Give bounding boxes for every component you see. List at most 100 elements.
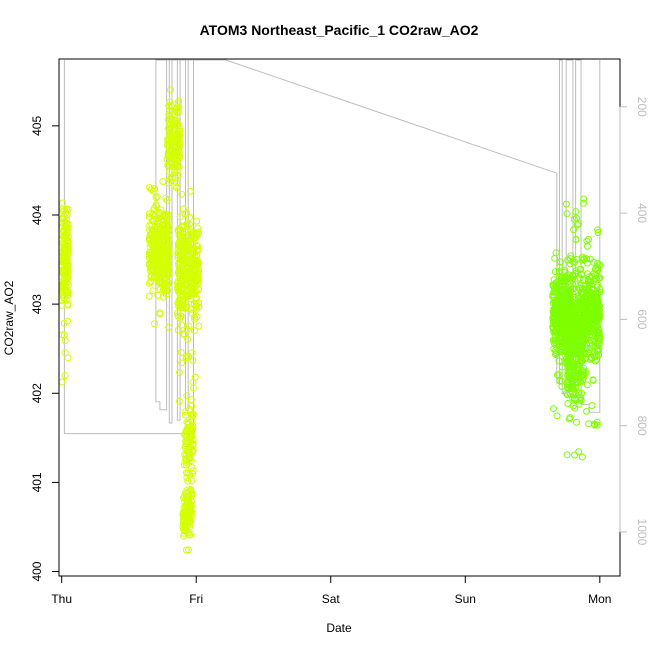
y-tick-label: 400	[30, 561, 44, 581]
data-point	[569, 273, 577, 281]
data-point	[180, 492, 188, 500]
y-right-tick-label: 1000	[635, 519, 649, 546]
data-point	[168, 160, 176, 168]
data-point	[586, 353, 594, 361]
data-point	[152, 194, 160, 202]
data-point	[594, 299, 602, 307]
data-point	[182, 546, 190, 554]
data-point	[594, 226, 602, 234]
data-point	[587, 295, 595, 303]
data-point	[151, 225, 159, 233]
data-point	[145, 279, 153, 287]
data-point	[556, 258, 564, 266]
x-tick-label: Thu	[51, 592, 72, 606]
y-tick-label: 401	[30, 472, 44, 492]
data-point	[188, 263, 196, 271]
data-point	[573, 418, 580, 426]
data-point	[166, 98, 174, 106]
x-tick-label: Sat	[322, 592, 341, 606]
y-tick-label: 402	[30, 383, 44, 403]
data-point	[183, 469, 190, 477]
data-point	[565, 354, 573, 362]
data-point	[576, 331, 584, 339]
data-point	[187, 510, 195, 517]
data-point	[175, 264, 183, 272]
data-point	[177, 246, 185, 254]
data-point	[63, 279, 71, 287]
y-right-tick-label: 200	[635, 97, 649, 117]
data-point	[62, 224, 70, 232]
data-point	[163, 243, 171, 251]
data-point	[183, 220, 191, 228]
data-point	[177, 349, 185, 356]
data-point	[153, 274, 161, 281]
data-point	[154, 249, 162, 257]
data-point	[562, 389, 570, 397]
data-point	[583, 255, 590, 263]
data-point	[172, 159, 180, 167]
data-point	[183, 269, 191, 277]
data-point	[572, 267, 580, 275]
data-point	[553, 412, 561, 420]
data-point	[571, 404, 579, 412]
data-point	[570, 338, 578, 346]
data-point	[569, 258, 577, 266]
data-point	[188, 430, 196, 438]
data-point	[185, 493, 193, 501]
data-point	[580, 309, 588, 317]
data-point	[592, 339, 600, 347]
data-point	[565, 376, 573, 384]
data-point	[61, 235, 69, 243]
data-point	[583, 381, 591, 389]
data-point	[189, 272, 197, 280]
data-point	[575, 389, 583, 397]
data-point	[187, 517, 195, 525]
data-point	[189, 436, 197, 444]
data-point	[62, 282, 70, 290]
data-point	[155, 244, 163, 252]
data-point	[163, 225, 171, 233]
data-point	[577, 353, 584, 361]
data-point	[577, 378, 585, 386]
data-point	[189, 384, 197, 392]
data-point	[571, 451, 578, 459]
data-point	[555, 282, 563, 290]
data-point	[63, 215, 70, 223]
data-point	[178, 287, 185, 294]
data-point	[194, 247, 201, 255]
data-point	[575, 448, 583, 456]
data-point	[191, 313, 198, 321]
data-point	[174, 100, 182, 108]
data-point	[575, 362, 583, 370]
data-point	[185, 546, 192, 554]
data-point	[588, 402, 596, 409]
data-point	[187, 486, 195, 494]
data-point	[572, 390, 580, 398]
data-point	[152, 266, 160, 274]
data-point	[595, 329, 602, 337]
data-point	[155, 254, 163, 262]
data-point	[195, 322, 203, 330]
data-point	[61, 267, 69, 275]
data-point	[576, 359, 584, 366]
data-point	[556, 263, 564, 271]
data-point	[583, 340, 590, 348]
y-axis-label: CO2raw_AO2	[2, 280, 16, 355]
data-point	[174, 279, 181, 287]
x-axis: Thu Fri Sat Sun Mon	[51, 575, 611, 606]
data-point	[580, 195, 588, 203]
data-point	[594, 229, 602, 237]
data-point	[163, 156, 171, 163]
data-point	[591, 301, 599, 309]
data-point	[165, 111, 173, 118]
y-axis-right: 200 400 600 800 1000	[619, 97, 649, 546]
data-point	[563, 289, 571, 297]
data-point	[580, 368, 588, 376]
data-point	[181, 242, 189, 250]
data-point	[572, 208, 580, 216]
data-point	[577, 318, 585, 326]
data-point	[564, 337, 571, 344]
data-point	[149, 227, 157, 235]
data-point	[161, 264, 169, 272]
data-point	[179, 205, 187, 213]
